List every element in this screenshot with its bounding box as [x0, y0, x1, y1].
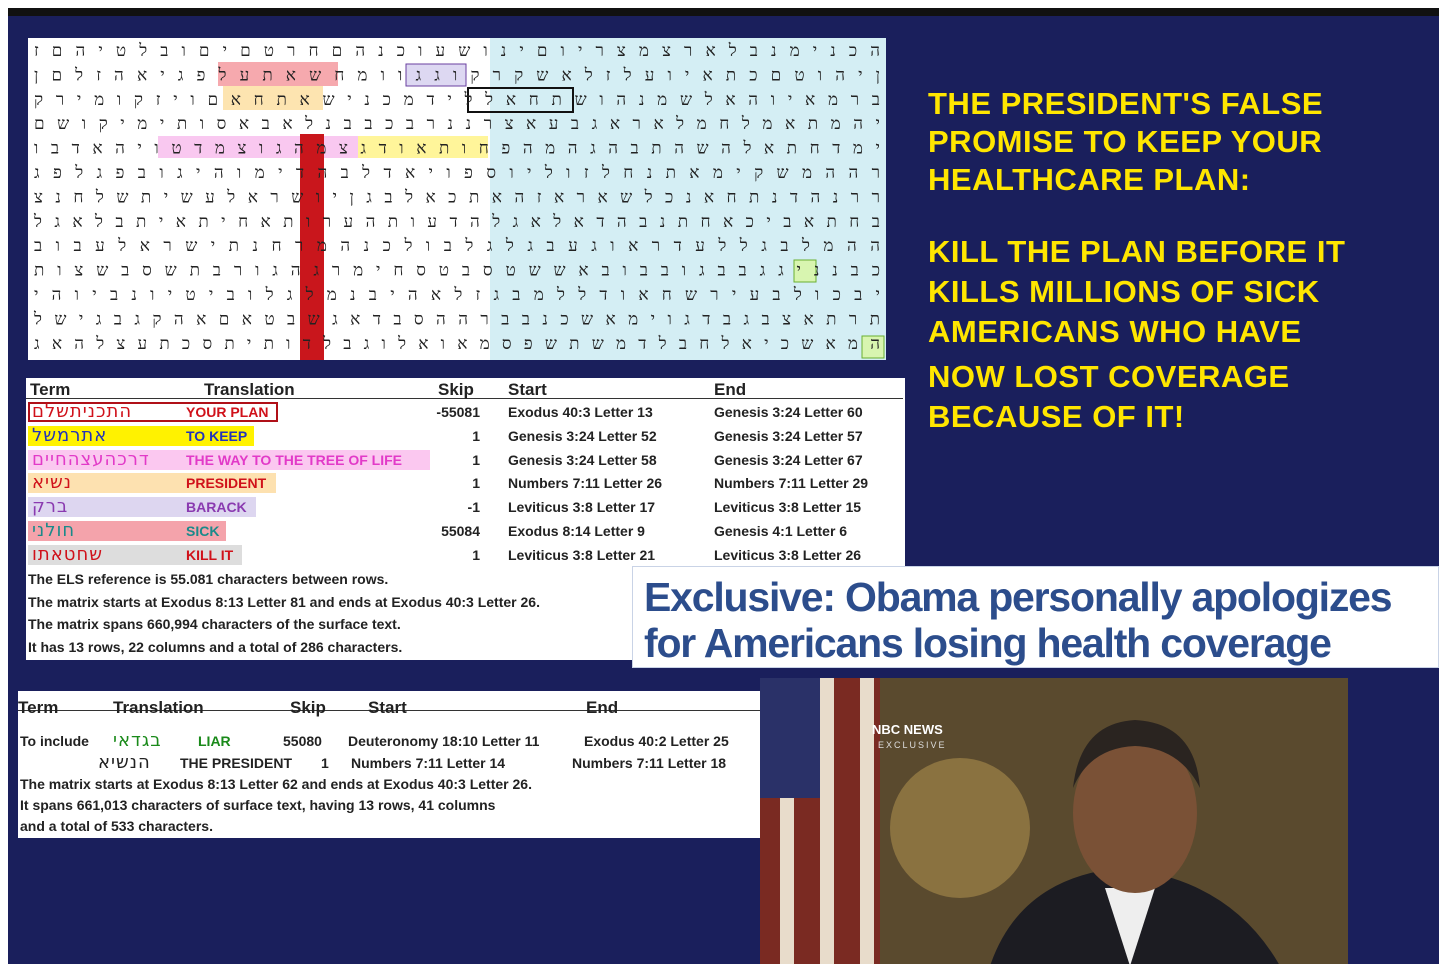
term: לשמרתא: [32, 425, 107, 446]
end: Genesis 4:1 Letter 6: [714, 523, 847, 539]
note: It has 13 rows, 22 columns and a total o…: [28, 639, 402, 655]
skip: -1: [420, 499, 480, 515]
note: The matrix starts at Exodus 8:13 Letter …: [28, 594, 540, 610]
matrix-row: ןםלזהאיגפלעתאשחמווגגוקרקשאלזלעויאתכםטוהי…: [34, 65, 880, 85]
term: קרב: [32, 496, 68, 517]
skip: 55084: [420, 523, 480, 539]
end: Genesis 3:24 Letter 67: [714, 452, 863, 468]
letter-matrix: זםהיטלבוםיםטרחםהנכועשוניםוירצמצראלבנמינכ…: [28, 38, 886, 360]
caption: PROMISE TO KEEP YOUR: [928, 124, 1322, 160]
start: Leviticus 3:8 Letter 21: [508, 547, 655, 563]
column-header: Start: [508, 380, 547, 400]
row-label: To include: [20, 733, 89, 749]
flag-stripe: [860, 678, 874, 964]
term: אישנ: [32, 472, 72, 493]
note: It spans 661,013 characters of surface t…: [20, 797, 495, 813]
start: Genesis 3:24 Letter 58: [508, 452, 657, 468]
translation: LIAR: [198, 733, 231, 749]
caption: KILL THE PLAN BEFORE IT: [928, 234, 1345, 270]
term: םייחהצעהכרד: [32, 449, 150, 470]
note: The ELS reference is 55.081 characters b…: [28, 571, 388, 587]
start: Numbers 7:11 Letter 26: [508, 475, 662, 491]
start: Leviticus 3:8 Letter 17: [508, 499, 655, 515]
column-header: Start: [368, 698, 407, 718]
caption: THE PRESIDENT'S FALSE: [928, 86, 1323, 122]
skip: 1: [321, 755, 329, 771]
caption: HEALTHCARE PLAN:: [928, 162, 1251, 198]
end: Leviticus 3:8 Letter 15: [714, 499, 861, 515]
end: Exodus 40:2 Letter 25: [584, 733, 729, 749]
caption: KILLS MILLIONS OF SICK: [928, 274, 1320, 310]
end: Genesis 3:24 Letter 57: [714, 428, 863, 444]
column-header: Skip: [438, 380, 474, 400]
start: Exodus 40:3 Letter 13: [508, 404, 653, 420]
start: Genesis 3:24 Letter 52: [508, 428, 657, 444]
flag-stripe: [820, 678, 834, 964]
translation: YOUR PLAN: [186, 404, 268, 420]
note: The matrix spans 660,994 characters of t…: [28, 616, 401, 632]
seal: [890, 758, 1030, 898]
video-still: NBC NEWS EXCLUSIVE: [760, 678, 1348, 964]
matrix-row: לגאלבתיאתיחאתורעהתועדהלגאלאדהבנתחאכיבאתח…: [33, 212, 880, 232]
page: זםהיטלבוםיםטרחםהנכועשוניםוירצמצראלבנמינכ…: [0, 0, 1449, 964]
translation: TO KEEP: [186, 428, 247, 444]
note: The matrix starts at Exodus 8:13 Letter …: [20, 776, 532, 792]
term: ינלוח: [32, 520, 75, 541]
translation: KILL IT: [186, 547, 233, 563]
end: Numbers 7:11 Letter 29: [714, 475, 868, 491]
end: Numbers 7:11 Letter 18: [572, 755, 726, 771]
term: יאדגב: [113, 730, 162, 751]
caption: AMERICANS WHO HAVE: [928, 314, 1302, 350]
column-header: Translation: [204, 380, 295, 400]
term: אישנה: [98, 752, 151, 773]
start: Exodus 8:14 Letter 9: [508, 523, 645, 539]
start: Deuteronomy 18:10 Letter 11: [348, 733, 539, 749]
column-header: End: [586, 698, 618, 718]
translation: BARACK: [186, 499, 247, 515]
column-header: Term: [30, 380, 70, 400]
column-header: Translation: [113, 698, 204, 718]
translation: THE WAY TO THE TREE OF LIFE: [186, 452, 402, 468]
skip: 55080: [283, 733, 322, 749]
headline: Exclusive: Obama personally apologizes: [644, 574, 1391, 621]
network-logo: NBC NEWS: [872, 722, 943, 737]
column-header: Skip: [290, 698, 326, 718]
skip: 1: [420, 452, 480, 468]
end: Leviticus 3:8 Letter 26: [714, 547, 861, 563]
skip: 1: [420, 547, 480, 563]
column-header: Term: [18, 698, 58, 718]
flag-canton: [760, 678, 820, 798]
end: Genesis 3:24 Letter 60: [714, 404, 863, 420]
start: Numbers 7:11 Letter 14: [351, 755, 505, 771]
skip: 1: [420, 475, 480, 491]
skip: 1: [420, 428, 480, 444]
network-sub: EXCLUSIVE: [878, 740, 947, 750]
note: and a total of 533 characters.: [20, 818, 213, 834]
term: ותאטחש: [32, 544, 103, 565]
translation: PRESIDENT: [186, 475, 266, 491]
translation: SICK: [186, 523, 219, 539]
term: םלשתינכתה: [32, 401, 132, 422]
headline: for Americans losing health coverage: [644, 620, 1331, 667]
caption: BECAUSE OF IT!: [928, 399, 1185, 435]
translation: THE PRESIDENT: [180, 755, 292, 771]
skip: -55081: [420, 404, 480, 420]
caption: NOW LOST COVERAGE: [928, 359, 1290, 395]
poster: זםהיטלבוםיםטרחםהנכועשוניםוירצמצראלבנמינכ…: [8, 8, 1439, 964]
column-header: End: [714, 380, 746, 400]
